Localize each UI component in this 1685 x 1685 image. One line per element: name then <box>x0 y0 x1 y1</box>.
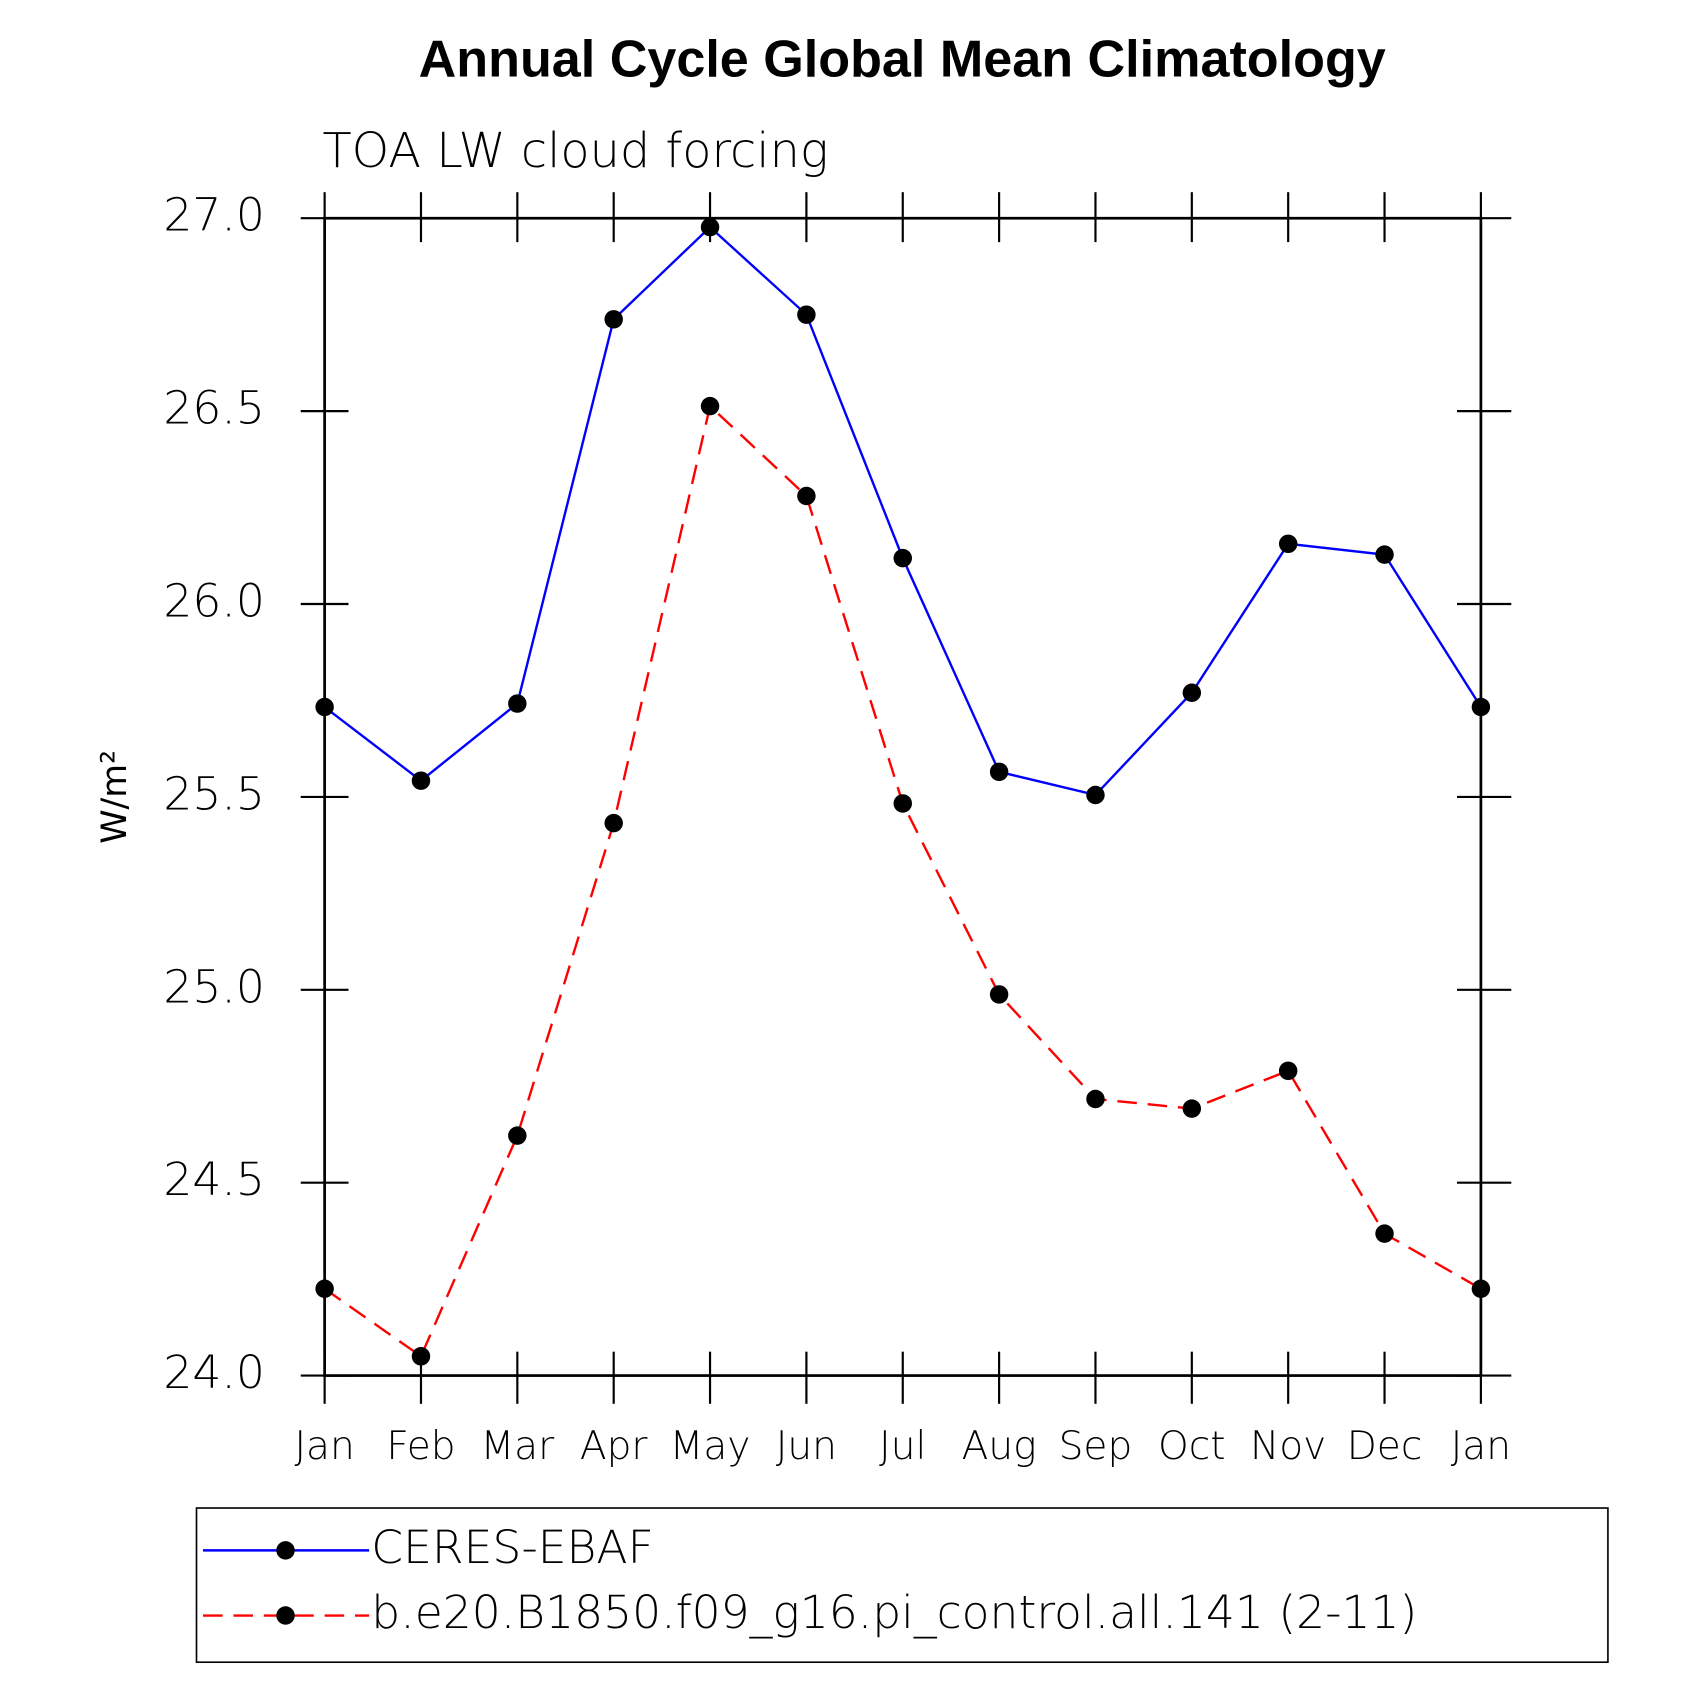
point <box>508 1126 527 1145</box>
point <box>797 305 816 324</box>
point <box>797 486 816 506</box>
point <box>1375 1224 1394 1243</box>
point <box>1471 1279 1491 1299</box>
point <box>893 794 912 813</box>
point <box>1471 697 1491 717</box>
x-tick-label: Oct <box>1158 1424 1226 1469</box>
point <box>1375 545 1394 564</box>
point <box>1182 1099 1202 1118</box>
y-tick-label: 26.0 <box>163 575 264 628</box>
y-tick-label: 24.5 <box>163 1153 264 1206</box>
x-tick-label: Jan <box>1451 1424 1511 1469</box>
legend-marker <box>276 1606 295 1625</box>
x-tick-label: Jul <box>879 1424 926 1469</box>
point <box>1278 1061 1298 1081</box>
point <box>893 548 912 568</box>
legend-marker <box>276 1541 295 1560</box>
legend-label: b.e20.B1850.f09_g16.pi_control.all.141 (… <box>371 1586 1417 1639</box>
chart-title: Annual Cycle Global Mean Climatology <box>419 31 1386 89</box>
x-tick-label: Nov <box>1250 1424 1326 1469</box>
x-tick-label: Jan <box>294 1424 354 1469</box>
x-tick-label: Mar <box>480 1424 555 1469</box>
y-tick-label: 24.0 <box>163 1346 264 1399</box>
point <box>1086 1089 1105 1109</box>
y-tick-label: 26.5 <box>163 382 264 435</box>
point <box>1182 683 1202 702</box>
point <box>604 310 623 329</box>
point <box>1278 534 1298 554</box>
point <box>700 217 720 237</box>
chart-subtitle: TOA LW cloud forcing <box>322 124 828 179</box>
point <box>411 1347 431 1366</box>
point <box>989 985 1009 1004</box>
point <box>1086 785 1105 805</box>
x-tick-label: May <box>670 1424 751 1469</box>
x-tick-label: Feb <box>386 1424 455 1469</box>
point <box>508 694 527 713</box>
point <box>989 762 1009 782</box>
point <box>411 771 431 790</box>
y-tick-label: 25.5 <box>163 767 264 820</box>
y-axis-label: W/m² <box>95 750 135 844</box>
point <box>315 1279 334 1299</box>
legend-label: CERES-EBAF <box>371 1521 654 1574</box>
legend-box <box>195 1507 1609 1664</box>
point <box>700 396 720 416</box>
x-tick-label: Aug <box>962 1424 1037 1469</box>
x-tick-label: Sep <box>1059 1424 1133 1469</box>
y-tick-label: 25.0 <box>163 960 264 1013</box>
point <box>315 697 334 717</box>
x-tick-label: Dec <box>1347 1424 1423 1469</box>
x-tick-label: Apr <box>580 1424 649 1469</box>
point <box>604 813 623 833</box>
x-tick-label: Jun <box>776 1424 837 1469</box>
y-tick-label: 27.0 <box>163 189 264 242</box>
